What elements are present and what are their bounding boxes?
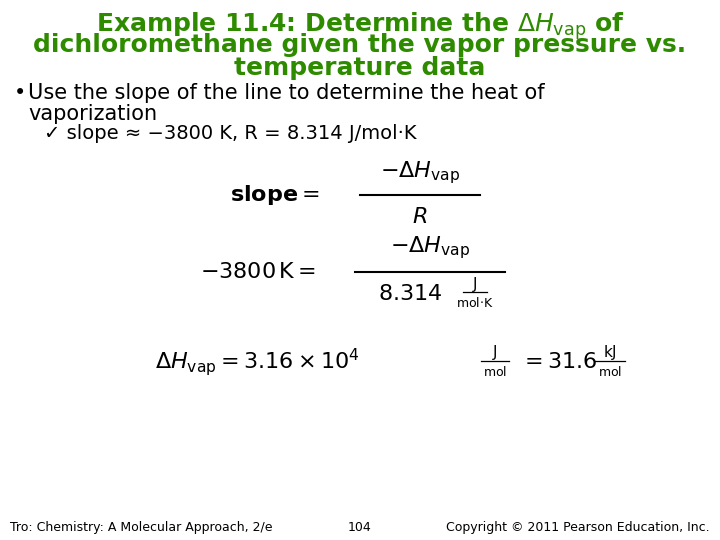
Text: $\mathrm{J}$: $\mathrm{J}$	[492, 343, 498, 362]
Text: $\mathrm{J}$: $\mathrm{J}$	[472, 275, 478, 294]
Text: temperature data: temperature data	[234, 56, 486, 80]
Text: $\mathrm{mol{\cdot}K}$: $\mathrm{mol{\cdot}K}$	[456, 296, 494, 310]
Text: Tro: Chemistry: A Molecular Approach, 2/e: Tro: Chemistry: A Molecular Approach, 2/…	[10, 521, 272, 534]
Text: $\mathbf{slope} =$: $\mathbf{slope} =$	[230, 183, 320, 207]
Text: ✓ slope ≈ −3800 K, R = 8.314 J/mol·K: ✓ slope ≈ −3800 K, R = 8.314 J/mol·K	[44, 124, 416, 143]
Text: Example 11.4: Determine the $\Delta H_{\mathrm{vap}}$ of: Example 11.4: Determine the $\Delta H_{\…	[96, 10, 624, 42]
Text: $-\Delta H_{\mathrm{vap}}$: $-\Delta H_{\mathrm{vap}}$	[380, 160, 460, 186]
Text: vaporization: vaporization	[28, 104, 157, 124]
Text: $-\Delta H_{\mathrm{vap}}$: $-\Delta H_{\mathrm{vap}}$	[390, 234, 470, 261]
Text: Copyright © 2011 Pearson Education, Inc.: Copyright © 2011 Pearson Education, Inc.	[446, 521, 710, 534]
Text: $\Delta H_{\mathrm{vap}} = 3.16 \times 10^4$: $\Delta H_{\mathrm{vap}} = 3.16 \times 1…	[155, 346, 360, 378]
Text: Use the slope of the line to determine the heat of: Use the slope of the line to determine t…	[28, 83, 544, 103]
Text: $R$: $R$	[413, 207, 428, 227]
Text: •: •	[14, 83, 26, 103]
Text: $= 31.6$: $= 31.6$	[520, 352, 598, 372]
Text: 104: 104	[348, 521, 372, 534]
Text: $-3800\,\mathrm{K} =$: $-3800\,\mathrm{K} =$	[200, 262, 316, 282]
Text: dichloromethane given the vapor pressure vs.: dichloromethane given the vapor pressure…	[33, 33, 687, 57]
Text: $\mathrm{mol}$: $\mathrm{mol}$	[483, 365, 507, 379]
Text: $\mathrm{kJ}$: $\mathrm{kJ}$	[603, 343, 617, 362]
Text: $8.314$: $8.314$	[378, 284, 442, 304]
Text: $\mathrm{mol}$: $\mathrm{mol}$	[598, 365, 622, 379]
